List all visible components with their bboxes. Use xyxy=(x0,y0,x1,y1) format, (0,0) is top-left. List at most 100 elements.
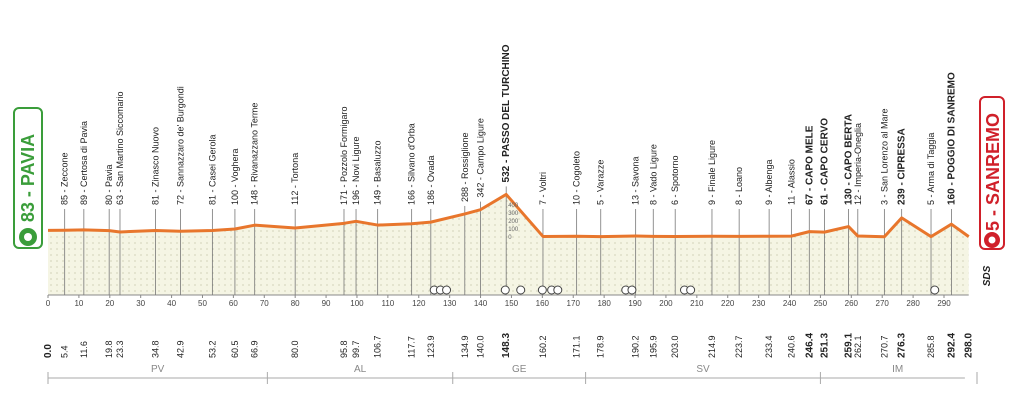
x-tick-label: 180 xyxy=(597,299,611,308)
waypoint-label: 63 - San Martino Siccomario xyxy=(115,91,125,205)
waypoint-label: 81 - Zinasco Nuovo xyxy=(151,127,161,205)
waypoint-label: 196 - Novi Ligure xyxy=(351,136,361,205)
km-label: 270.7 xyxy=(879,335,889,358)
km-label: 80.0 xyxy=(290,340,300,358)
km-label: 53.2 xyxy=(207,340,217,358)
service-icon xyxy=(930,285,940,295)
km-label: 292.4 xyxy=(946,333,957,358)
elevation-tick-label: 100 xyxy=(508,227,519,233)
x-tick-label: 140 xyxy=(474,299,488,308)
finish-icon-inner xyxy=(988,236,996,244)
x-tick-label: 210 xyxy=(690,299,704,308)
waypoint-label: 10 - Cogoleto xyxy=(572,151,582,205)
km-label: 240.6 xyxy=(786,335,796,358)
km-label: 251.3 xyxy=(819,333,830,358)
x-tick-label: 250 xyxy=(814,299,828,308)
km-label: 34.8 xyxy=(151,340,161,358)
x-tick-label: 10 xyxy=(74,299,83,308)
x-tick-label: 150 xyxy=(505,299,519,308)
finish-label: 5 - SANREMO xyxy=(983,113,1003,231)
service-icon xyxy=(500,285,510,295)
service-icon xyxy=(537,285,547,295)
x-tick-label: 190 xyxy=(628,299,642,308)
profile-area xyxy=(48,194,969,295)
km-label: 285.8 xyxy=(926,335,936,358)
waypoint-label: 100 - Voghera xyxy=(230,148,240,205)
waypoint-label: 11 - Alassio xyxy=(786,159,796,205)
waypoint-label: 8 - Loano xyxy=(734,167,744,205)
waypoint-label: 67 - CAPO MELE xyxy=(804,125,815,205)
waypoint-label: 61 - CAPO CERVO xyxy=(819,118,830,205)
waypoint-label: 239 - CIPRESSA xyxy=(897,128,908,205)
region-label: GE xyxy=(512,364,527,375)
waypoint-label: 166 - Silvano d'Orba xyxy=(407,123,417,205)
waypoint-label: 532 - PASSO DEL TURCHINO xyxy=(501,44,512,182)
service-icon xyxy=(627,285,637,295)
x-tick-label: 260 xyxy=(845,299,859,308)
km-label: 223.7 xyxy=(734,335,744,358)
km-label: 99.7 xyxy=(351,340,361,358)
start-label: 83 - PAVIA xyxy=(18,134,38,222)
start-icon-inner xyxy=(24,233,32,241)
km-label: 259.1 xyxy=(844,333,855,358)
x-tick-label: 170 xyxy=(567,299,581,308)
km-label: 190.2 xyxy=(631,335,641,358)
elevation-tick-label: 200 xyxy=(508,219,519,225)
region-label: AL xyxy=(354,364,367,375)
waypoint-label: 112 - Tortona xyxy=(290,153,300,205)
waypoint-label: 148 - Rivanazzano Terme xyxy=(250,103,260,205)
x-tick-label: 90 xyxy=(322,299,331,308)
waypoint-label: 186 - Ovada xyxy=(426,155,436,205)
km-label: 66.9 xyxy=(250,340,260,358)
km-label: 195.9 xyxy=(648,335,658,358)
service-icon xyxy=(686,285,696,295)
km-label: 5.4 xyxy=(60,345,70,358)
elevation-tick-label: 300 xyxy=(508,211,519,217)
km-label: 11.6 xyxy=(79,341,89,358)
finish-box xyxy=(979,96,1005,250)
waypoint-label: 9 - Finale Ligure xyxy=(707,140,717,205)
km-label: 171.1 xyxy=(572,335,582,358)
km-label: 95.8 xyxy=(339,340,349,358)
start-box xyxy=(13,107,43,249)
x-tick-label: 40 xyxy=(167,299,176,308)
logo: SDS xyxy=(982,265,993,286)
km-label: 148.3 xyxy=(501,333,512,358)
waypoint-label: 72 - Sannazzaro de' Burgondi xyxy=(176,86,186,205)
region-label: IM xyxy=(892,364,903,375)
x-tick-label: 160 xyxy=(536,299,550,308)
waypoint-label: 130 - CAPO BERTA xyxy=(844,114,855,205)
waypoint-label: 149 - Basaluzzo xyxy=(373,140,383,205)
km-label: 214.9 xyxy=(707,335,717,358)
waypoint-label: 8 - Vado Ligure xyxy=(648,144,658,205)
waypoint-label: 160 - POGGIO DI SANREMO xyxy=(946,72,957,205)
x-tick-label: 120 xyxy=(412,299,426,308)
x-tick-label: 110 xyxy=(381,299,394,308)
km-label: 123.9 xyxy=(426,335,436,358)
km-label: 160.2 xyxy=(538,335,548,358)
km-label: 19.8 xyxy=(104,340,114,358)
km-label: 140.0 xyxy=(476,335,486,358)
km-label: 178.9 xyxy=(596,335,606,358)
km-label: 276.3 xyxy=(897,333,908,358)
x-tick-label: 60 xyxy=(229,299,238,308)
waypoint-label: 80 - Pavia xyxy=(104,164,114,205)
service-icon xyxy=(516,285,526,295)
waypoint-label: 13 - Savona xyxy=(631,156,641,205)
waypoint-label: 6 - Spotorno xyxy=(670,155,680,205)
km-label: 134.9 xyxy=(460,335,470,358)
km-label: 246.4 xyxy=(804,333,815,358)
x-tick-label: 270 xyxy=(876,299,890,308)
waypoint-label: 12 - Imperia-Oneglia xyxy=(853,123,863,205)
x-tick-label: 20 xyxy=(105,299,114,308)
waypoint-label: 5 - Arma di Taggia xyxy=(926,133,936,205)
waypoint-label: 342 - Campo Ligure xyxy=(476,118,486,198)
km-label: 42.9 xyxy=(176,340,186,358)
km-label: 23.3 xyxy=(115,340,125,358)
km-label: 262.1 xyxy=(853,335,863,358)
waypoint-label: 7 - Voltri xyxy=(538,172,548,205)
waypoint-label: 81 - Casei Gerola xyxy=(207,134,217,205)
waypoint-label: 288 - Rossiglione xyxy=(460,132,470,202)
km-label: 0.0 xyxy=(43,344,54,358)
x-tick-label: 240 xyxy=(783,299,797,308)
